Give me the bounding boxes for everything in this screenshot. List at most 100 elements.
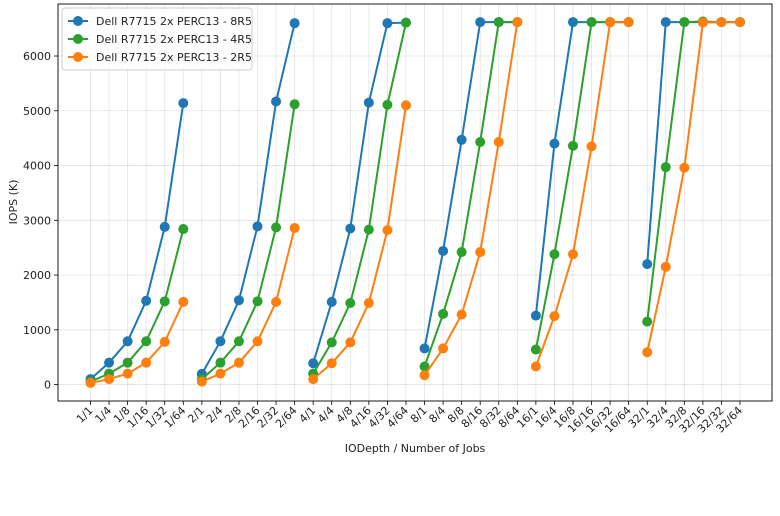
data-point bbox=[363, 224, 374, 235]
data-point bbox=[233, 336, 244, 347]
data-point bbox=[456, 134, 467, 145]
data-point bbox=[512, 17, 523, 28]
y-tick-label: 0 bbox=[44, 379, 51, 392]
data-point bbox=[567, 17, 578, 28]
y-tick-label: 1000 bbox=[23, 324, 51, 337]
data-point bbox=[271, 222, 282, 233]
data-point bbox=[363, 297, 374, 308]
data-point bbox=[141, 336, 152, 347]
data-point bbox=[567, 140, 578, 151]
data-point bbox=[697, 17, 708, 28]
data-point bbox=[233, 357, 244, 368]
data-point bbox=[642, 347, 653, 358]
legend-marker bbox=[73, 34, 83, 44]
data-point bbox=[679, 17, 690, 28]
data-point bbox=[400, 17, 411, 28]
data-point bbox=[345, 297, 356, 308]
y-tick-label: 5000 bbox=[23, 105, 51, 118]
data-point bbox=[215, 336, 226, 347]
data-point bbox=[104, 374, 115, 385]
data-point bbox=[363, 97, 374, 108]
data-point bbox=[475, 136, 486, 147]
data-point bbox=[382, 225, 393, 236]
data-point bbox=[196, 376, 207, 387]
data-point bbox=[122, 357, 133, 368]
y-tick-label: 4000 bbox=[23, 160, 51, 173]
data-point bbox=[252, 221, 263, 232]
series-line bbox=[200, 22, 296, 375]
data-point bbox=[623, 17, 634, 28]
data-point bbox=[419, 343, 430, 354]
legend-entry: Dell R7715 2x PERC13 - 2R5 bbox=[96, 51, 252, 64]
data-point bbox=[716, 17, 727, 28]
data-point bbox=[233, 295, 244, 306]
data-point bbox=[122, 336, 133, 347]
data-point bbox=[104, 357, 115, 368]
y-axis-label: IOPS (K) bbox=[7, 180, 20, 225]
data-point bbox=[271, 96, 282, 107]
data-point bbox=[438, 308, 449, 319]
series-lines bbox=[85, 16, 745, 388]
legend: Dell R7715 2x PERC13 - 8R5 Dell R7715 2x … bbox=[61, 7, 253, 71]
y-tick-label: 3000 bbox=[23, 214, 51, 227]
data-point bbox=[438, 245, 449, 256]
data-point bbox=[475, 247, 486, 258]
data-point bbox=[605, 17, 616, 28]
data-point bbox=[141, 295, 152, 306]
legend-marker bbox=[73, 52, 83, 62]
data-point bbox=[456, 247, 467, 258]
data-point bbox=[326, 296, 337, 307]
data-point bbox=[271, 296, 282, 307]
data-point bbox=[419, 370, 430, 381]
data-point bbox=[586, 141, 597, 152]
data-point bbox=[549, 311, 560, 322]
x-axis-label: IODepth / Number of Jobs bbox=[345, 442, 486, 455]
y-tick-label: 6000 bbox=[23, 50, 51, 63]
legend-entry: Dell R7715 2x PERC13 - 4R5 bbox=[96, 33, 252, 46]
data-point bbox=[289, 222, 300, 233]
data-point bbox=[289, 99, 300, 110]
data-point bbox=[308, 374, 319, 385]
data-point bbox=[549, 138, 560, 149]
data-point bbox=[141, 357, 152, 368]
series-line bbox=[423, 21, 519, 376]
data-point bbox=[178, 98, 189, 109]
data-point bbox=[252, 296, 263, 307]
data-point bbox=[382, 99, 393, 110]
data-point bbox=[345, 223, 356, 234]
data-point bbox=[178, 296, 189, 307]
data-point bbox=[530, 344, 541, 355]
data-point bbox=[308, 358, 319, 369]
plot-frame bbox=[57, 3, 773, 402]
data-point bbox=[475, 17, 486, 28]
legend-marker bbox=[73, 16, 83, 26]
data-point bbox=[122, 368, 133, 379]
data-point bbox=[438, 343, 449, 354]
data-point bbox=[735, 17, 745, 28]
data-point bbox=[567, 249, 578, 260]
data-point bbox=[159, 221, 170, 232]
series-line bbox=[312, 22, 407, 375]
data-point bbox=[215, 357, 226, 368]
data-point bbox=[159, 336, 170, 347]
data-point bbox=[326, 337, 337, 348]
data-point bbox=[400, 100, 411, 111]
data-point bbox=[660, 162, 671, 173]
series-3 bbox=[85, 17, 745, 388]
y-axis: 0 1000 2000 3000 4000 5000 6000 bbox=[23, 50, 58, 392]
legend-box bbox=[61, 7, 253, 71]
data-point bbox=[178, 224, 189, 235]
data-point bbox=[642, 316, 653, 327]
data-point bbox=[382, 18, 393, 29]
data-point bbox=[549, 249, 560, 260]
legend-entry: Dell R7715 2x PERC13 - 8R5 bbox=[96, 15, 252, 28]
data-point bbox=[252, 336, 263, 347]
data-point bbox=[660, 261, 671, 272]
data-point bbox=[493, 17, 504, 28]
data-point bbox=[215, 368, 226, 379]
data-point bbox=[530, 310, 541, 321]
data-point bbox=[345, 337, 356, 348]
data-point bbox=[642, 259, 653, 270]
data-point bbox=[419, 361, 430, 372]
